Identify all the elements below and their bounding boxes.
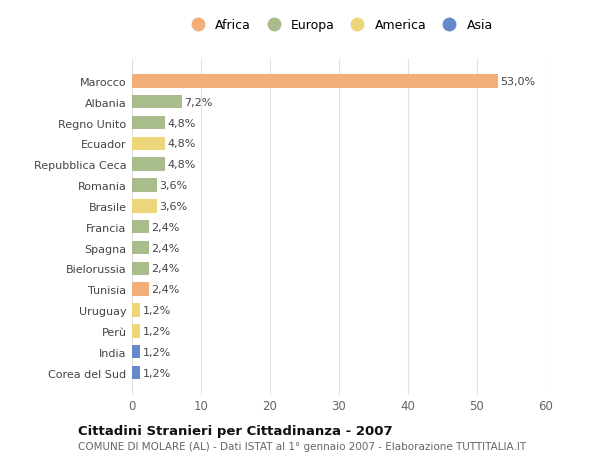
Text: 2,4%: 2,4% — [151, 222, 179, 232]
Text: 3,6%: 3,6% — [160, 181, 188, 190]
Text: 7,2%: 7,2% — [184, 97, 213, 107]
Text: 4,8%: 4,8% — [168, 139, 196, 149]
Bar — [132, 262, 149, 275]
Text: 4,8%: 4,8% — [168, 118, 196, 128]
Text: 2,4%: 2,4% — [151, 264, 179, 274]
Bar — [132, 220, 149, 234]
Bar — [132, 200, 157, 213]
Text: 53,0%: 53,0% — [500, 77, 536, 87]
Bar — [132, 325, 140, 338]
Bar — [132, 345, 140, 359]
Bar — [132, 179, 157, 192]
Legend: Africa, Europa, America, Asia: Africa, Europa, America, Asia — [185, 19, 493, 32]
Bar — [132, 75, 498, 89]
Bar — [132, 95, 182, 109]
Bar — [132, 366, 140, 380]
Text: COMUNE DI MOLARE (AL) - Dati ISTAT al 1° gennaio 2007 - Elaborazione TUTTITALIA.: COMUNE DI MOLARE (AL) - Dati ISTAT al 1°… — [78, 441, 526, 451]
Bar — [132, 158, 165, 172]
Bar — [132, 117, 165, 130]
Text: Cittadini Stranieri per Cittadinanza - 2007: Cittadini Stranieri per Cittadinanza - 2… — [78, 424, 392, 437]
Text: 1,2%: 1,2% — [143, 326, 171, 336]
Text: 1,2%: 1,2% — [143, 347, 171, 357]
Bar — [132, 241, 149, 255]
Text: 2,4%: 2,4% — [151, 243, 179, 253]
Text: 1,2%: 1,2% — [143, 368, 171, 378]
Bar — [132, 137, 165, 151]
Text: 4,8%: 4,8% — [168, 160, 196, 170]
Bar — [132, 303, 140, 317]
Text: 3,6%: 3,6% — [160, 202, 188, 212]
Text: 2,4%: 2,4% — [151, 285, 179, 295]
Text: 1,2%: 1,2% — [143, 305, 171, 315]
Bar — [132, 283, 149, 297]
